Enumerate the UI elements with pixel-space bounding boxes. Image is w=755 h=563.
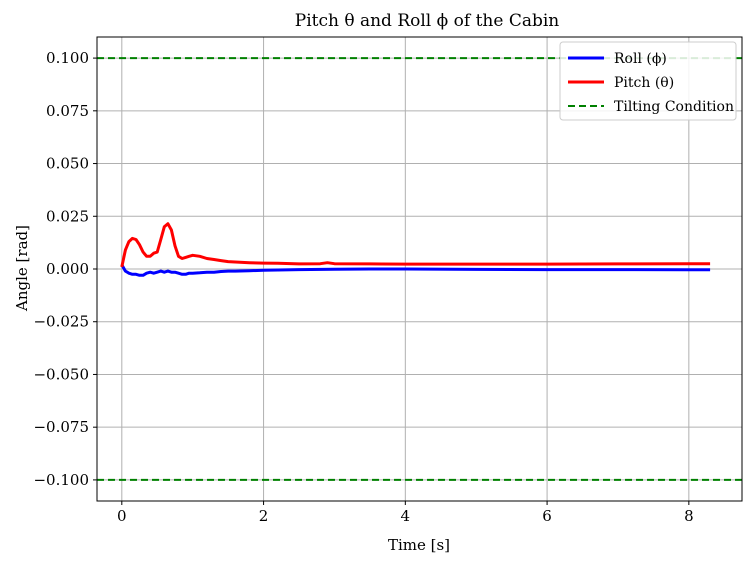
legend-label: Roll (ϕ) <box>614 51 667 67</box>
y-tick-label: −0.025 <box>33 313 89 331</box>
y-tick-label: −0.050 <box>33 365 89 383</box>
x-tick-label: 4 <box>401 507 411 525</box>
y-tick-label: 0.050 <box>46 155 89 173</box>
x-tick-label: 2 <box>259 507 269 525</box>
legend: Roll (ϕ) Pitch (θ) Tilting Condition <box>559 41 737 121</box>
ticks: 0 2 4 6 8 0.100 0.075 0.050 0.025 0.000 −0.025 −0.0… <box>33 49 693 525</box>
y-tick-label: −0.075 <box>33 418 89 436</box>
pitch-series-line <box>120 222 711 268</box>
y-tick-label: 0.100 <box>46 49 89 67</box>
y-tick-label: 0.025 <box>46 207 89 225</box>
roll-series-line <box>120 264 711 277</box>
x-tick-label: 0 <box>117 507 127 525</box>
series-lines <box>120 222 711 277</box>
x-tick-label: 6 <box>542 507 552 525</box>
legend-box <box>559 41 737 121</box>
legend-label: Tilting Condition <box>614 99 734 115</box>
chart-title: Pitch θ and Roll ϕ of the Cabin <box>295 11 560 31</box>
y-tick-label: 0.000 <box>46 260 89 278</box>
tilting-condition-lines <box>97 57 742 481</box>
y-axis-title: Angle [rad] <box>13 225 31 312</box>
x-tick-label: 8 <box>684 507 694 525</box>
y-tick-label: −0.100 <box>33 471 89 489</box>
x-axis-title: Time [s] <box>388 536 450 554</box>
legend-label: Pitch (θ) <box>614 75 674 91</box>
y-tick-label: 0.075 <box>46 102 89 120</box>
